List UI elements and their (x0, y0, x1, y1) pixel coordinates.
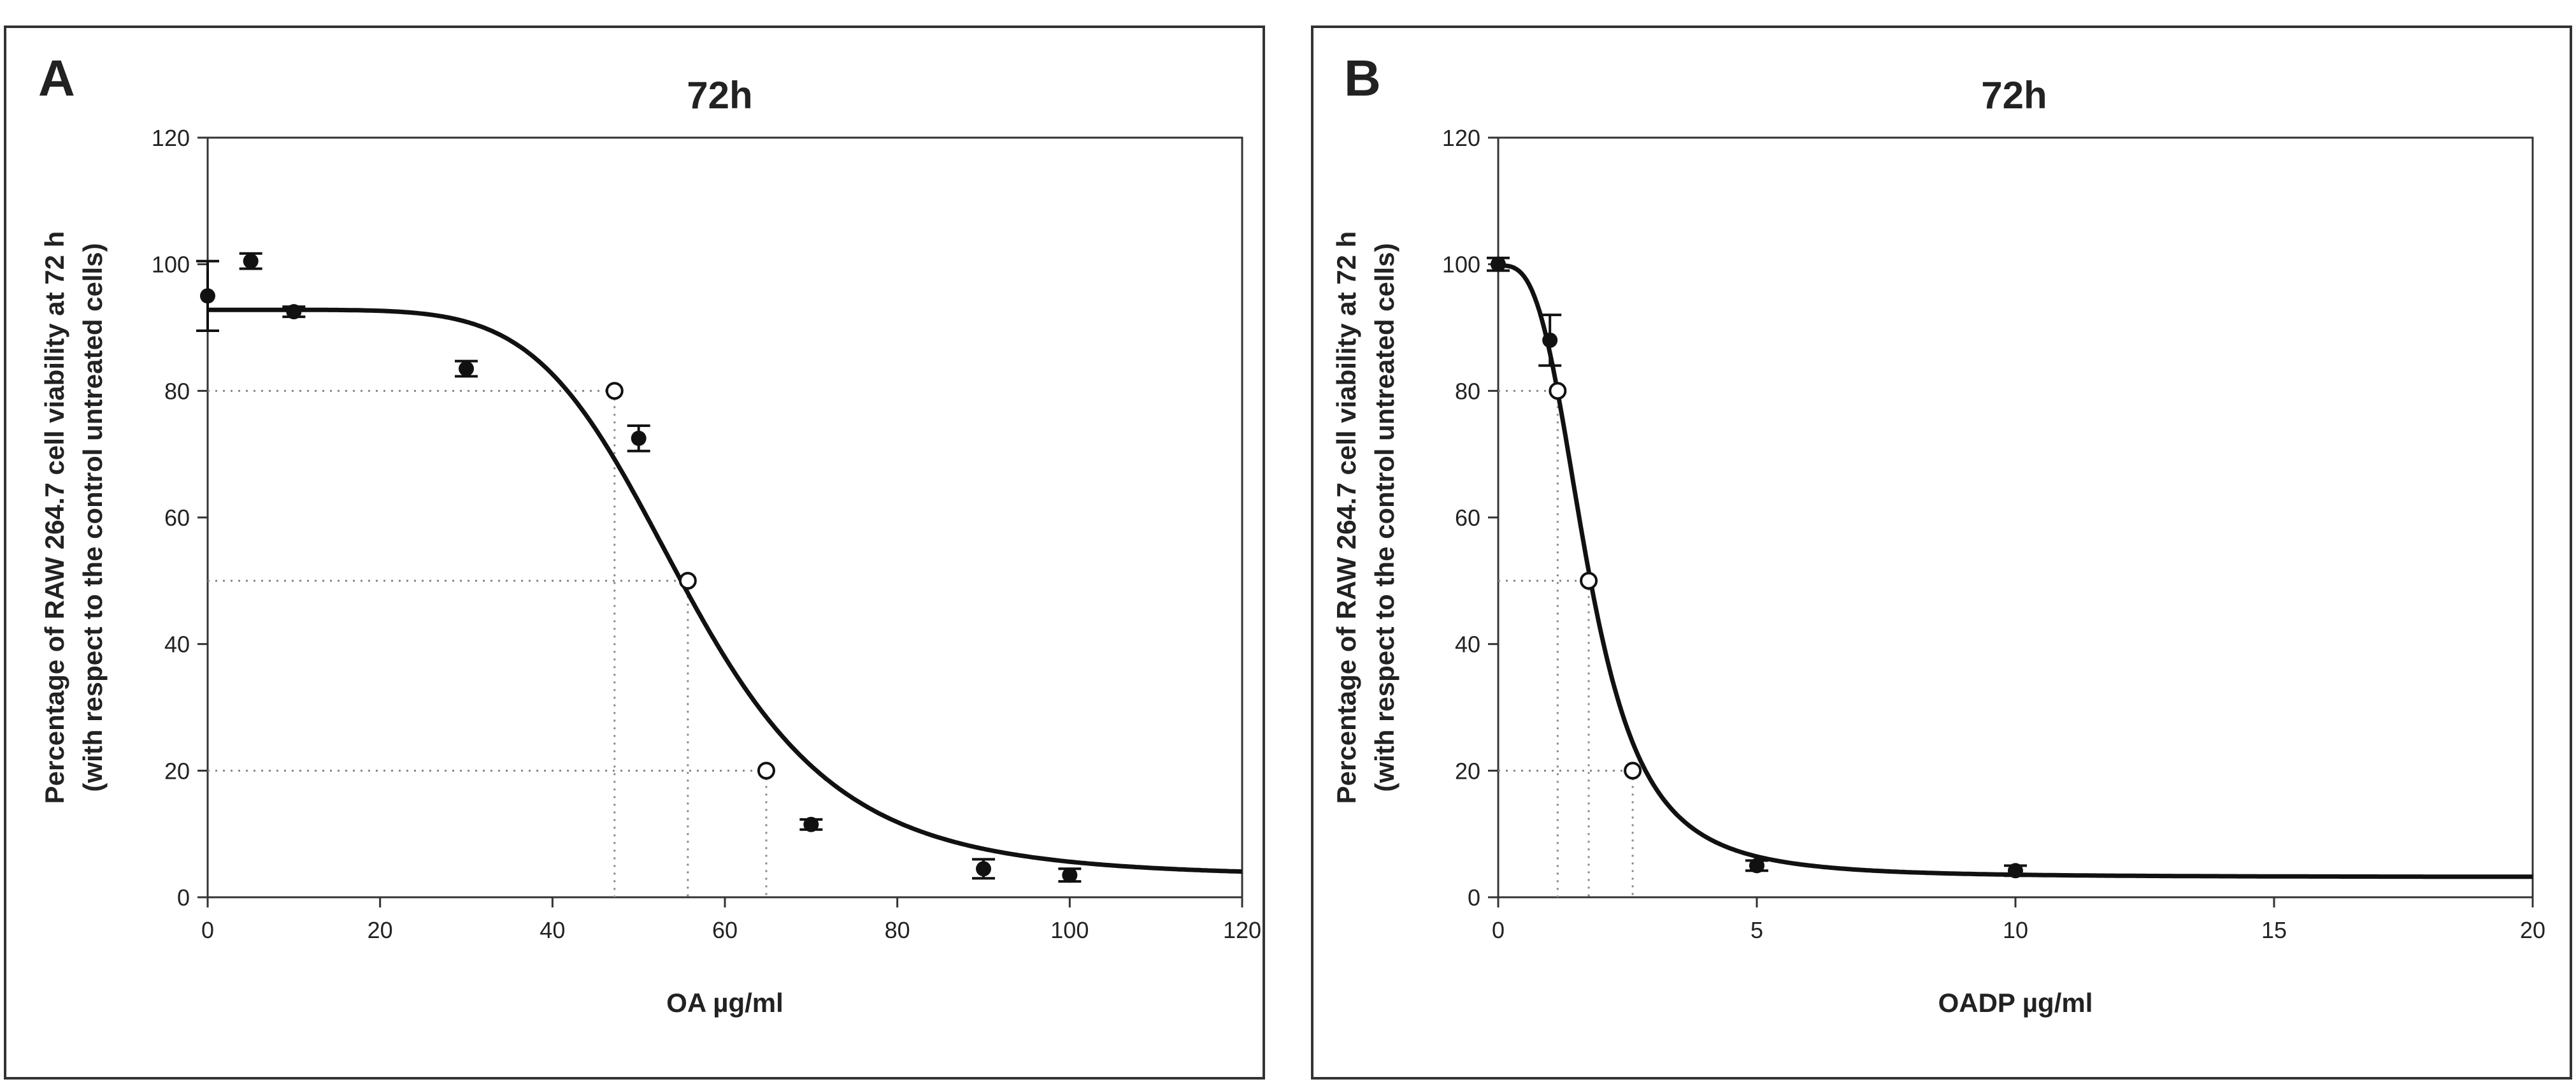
panel-a-y-tick-label: 40 (164, 632, 190, 658)
panel-a-data-point (1062, 867, 1078, 883)
panel-a-x-tick-label: 20 (368, 917, 393, 943)
panel-b-y-tick-label: 60 (1455, 505, 1480, 531)
panel-b-data-point (1491, 256, 1506, 272)
panel-a-ic80-marker (757, 762, 775, 780)
panel-a-x-tick-label: 100 (1050, 917, 1089, 943)
panel-a-title: 72h (687, 74, 752, 117)
panel-a-x-tick-label: 0 (201, 917, 214, 943)
panel-a-letter: A (38, 50, 75, 106)
panel-b-y-tick-label: 120 (1442, 125, 1480, 151)
panel-b-data-point (1749, 858, 1764, 874)
panel-a-y-tick-label: 120 (152, 125, 190, 151)
panel-a-data-point (803, 816, 819, 832)
panel-a-frame (4, 25, 1265, 1080)
panel-b-fit-curve (1498, 263, 2533, 879)
panel-a-data-point (631, 430, 647, 446)
panel-a-plot-frame (206, 136, 1243, 899)
panel-b-data-point (2008, 863, 2023, 879)
panel-b-data-point (1542, 332, 1558, 348)
panel-b-ic20-marker (1549, 382, 1567, 400)
panel-b-y-tick-label: 100 (1442, 252, 1480, 278)
panel-a-x-axis-label: OA µg/ml (666, 988, 784, 1018)
panel-b-x-tick-label: 20 (2520, 917, 2545, 943)
panel-b-x-axis-label: OADP µg/ml (1938, 988, 2093, 1018)
panel-a-y-tick-label: 20 (164, 758, 190, 784)
panel-a-x-tick-label: 40 (540, 917, 565, 943)
panel-a-y-tick-label: 100 (152, 252, 190, 278)
panel-b-chart: B 72h 0 20 40 60 80 100 120 0 5 10 15 20 OADP µg/ml Per… (1331, 50, 2545, 1018)
panel-b-y-tick-label: 0 (1468, 885, 1480, 911)
panel-a-x-tick-label: 120 (1223, 917, 1261, 943)
panel-a-y-tick-label: 0 (177, 885, 190, 911)
panel-a-data-point (976, 861, 991, 877)
panel-a-fit-curve (208, 307, 1243, 874)
panel-b-frame (1311, 25, 2572, 1080)
panel-a-chart: A 72h 0 20 40 60 80 100 120 0 20 40 60 80 100 120 OA µg/… (38, 50, 1261, 1018)
panel-a-x-tick-label: 60 (712, 917, 738, 943)
panel-a-x-tick-label: 80 (885, 917, 910, 943)
panel-b-letter: B (1344, 50, 1381, 106)
panel-a-data-point (200, 288, 215, 304)
panel-b-ic50-marker (1580, 572, 1598, 590)
panel-b-y-axis-label-line2: (with respect to the control untreated c… (1370, 243, 1399, 791)
panel-a-ic50-marker (678, 572, 697, 590)
panel-a-data-point (243, 253, 259, 269)
panel-a-y-axis-label-line1: Percentage of RAW 264.7 cell viability a… (39, 231, 69, 804)
panel-a-y-tick-label: 60 (164, 505, 190, 531)
panel-a-y-axis-label-line2: (with respect to the control untreated c… (78, 243, 108, 791)
panel-b-y-tick-label: 40 (1455, 632, 1480, 658)
panel-b-ic80-marker (1624, 762, 1642, 780)
panel-b-x-tick-label: 10 (2003, 917, 2028, 943)
panel-b-y-tick-label: 80 (1455, 378, 1480, 404)
panel-b-y-axis-label-line1: Percentage of RAW 264.7 cell viability a… (1331, 231, 1361, 804)
panel-b-x-tick-label: 15 (2261, 917, 2287, 943)
panel-a-data-point (286, 304, 302, 320)
panel-b-x-tick-label: 0 (1492, 917, 1505, 943)
panel-a-ic20-marker (605, 382, 624, 400)
panel-b-title: 72h (1981, 74, 2047, 117)
panel-b-x-tick-label: 5 (1750, 917, 1763, 943)
panel-a-data-point (459, 361, 474, 377)
panel-a-y-tick-label: 80 (164, 378, 190, 404)
panel-b-y-tick-label: 20 (1455, 758, 1480, 784)
